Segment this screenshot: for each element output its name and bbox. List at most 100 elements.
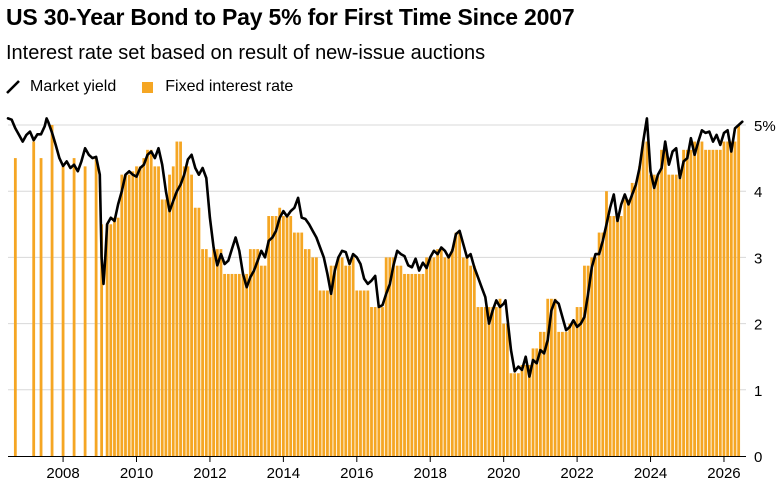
bar <box>550 298 553 456</box>
bar <box>594 257 597 456</box>
bar <box>564 331 568 456</box>
bar <box>193 207 197 456</box>
bar <box>278 207 282 456</box>
bar <box>135 166 138 456</box>
bar <box>212 249 216 456</box>
bar-swatch-icon <box>142 81 154 93</box>
bar <box>50 125 54 456</box>
bar <box>553 298 557 456</box>
bar <box>337 257 340 456</box>
legend-label-market-yield: Market yield <box>30 78 117 95</box>
bar <box>120 174 124 456</box>
bar <box>100 224 104 456</box>
legend: Market yield Fixed interest rate <box>6 78 319 96</box>
bar <box>417 273 421 456</box>
bar <box>113 217 116 456</box>
bar <box>641 141 645 457</box>
bar <box>307 249 311 456</box>
bar <box>502 323 506 456</box>
bar <box>215 249 219 456</box>
bar <box>285 216 289 456</box>
bar <box>274 216 278 456</box>
bar <box>83 166 87 456</box>
bar-layer <box>13 125 741 457</box>
bar <box>318 290 322 456</box>
bar <box>645 141 649 457</box>
bar <box>421 273 425 456</box>
bar <box>182 166 186 456</box>
line-layer <box>6 117 744 378</box>
bar <box>505 323 509 456</box>
bar <box>513 373 517 456</box>
bar <box>61 166 65 456</box>
bar <box>311 257 315 456</box>
bar <box>722 141 726 457</box>
bar <box>461 257 465 456</box>
bar <box>630 182 634 457</box>
bar <box>406 273 410 456</box>
x-tick-label: 2020 <box>487 465 520 482</box>
bar <box>348 265 351 456</box>
bar <box>711 149 715 456</box>
bar <box>377 307 381 456</box>
legend-item-fixed-rate: Fixed interest rate <box>142 78 293 96</box>
bar <box>333 265 337 456</box>
bar <box>252 249 256 456</box>
bar <box>480 307 484 456</box>
x-tick-label: 2012 <box>193 465 226 482</box>
bar <box>384 257 388 456</box>
bar <box>245 273 249 456</box>
bar <box>483 307 487 456</box>
bar <box>395 265 399 456</box>
bar <box>667 174 671 456</box>
bar <box>443 257 447 456</box>
bar <box>428 257 432 456</box>
y-tick-label: 3 <box>754 250 762 267</box>
grid-layer <box>8 124 746 391</box>
bar <box>256 249 260 456</box>
bar <box>340 257 344 456</box>
bar <box>105 224 109 456</box>
bar <box>447 257 450 456</box>
bar <box>623 199 627 456</box>
bar <box>373 307 377 456</box>
bar <box>476 307 480 456</box>
bar <box>425 257 428 456</box>
bar <box>292 232 296 456</box>
bar <box>204 249 208 456</box>
bar <box>322 290 326 456</box>
bar <box>414 273 417 456</box>
bar <box>190 174 193 456</box>
bar <box>439 249 443 456</box>
bar <box>652 174 656 456</box>
bar <box>410 273 414 456</box>
bar <box>586 265 590 456</box>
bar <box>546 298 550 456</box>
bar <box>186 166 190 456</box>
bar <box>32 141 36 457</box>
bar <box>542 331 546 456</box>
bar <box>219 249 223 456</box>
bar <box>682 149 685 456</box>
bar <box>201 249 204 456</box>
y-tick-label: 4 <box>754 184 762 201</box>
bar <box>281 216 285 456</box>
bar <box>454 232 458 456</box>
bar <box>362 290 366 456</box>
bar <box>579 307 583 456</box>
bar <box>568 323 572 456</box>
bar <box>605 191 608 456</box>
market-yield-line <box>6 117 744 378</box>
bar <box>737 125 741 456</box>
bar <box>230 273 234 456</box>
x-tick-label: 2018 <box>414 465 447 482</box>
bar <box>619 216 623 456</box>
bar <box>465 257 469 456</box>
bar <box>538 331 542 456</box>
bar <box>296 232 300 456</box>
y-tick-label: 5% <box>754 118 776 135</box>
bar <box>494 307 498 456</box>
bar <box>270 216 274 456</box>
bar <box>300 232 304 456</box>
